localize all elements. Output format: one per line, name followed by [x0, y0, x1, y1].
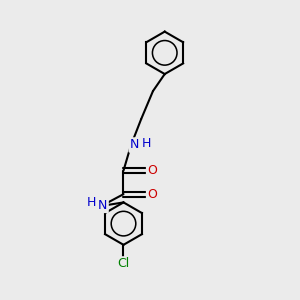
Text: H: H — [142, 137, 151, 150]
Text: O: O — [147, 164, 157, 177]
Text: Cl: Cl — [117, 257, 130, 271]
Text: N: N — [98, 199, 108, 212]
Text: N: N — [130, 139, 139, 152]
Text: H: H — [86, 196, 96, 209]
Text: O: O — [147, 188, 157, 201]
